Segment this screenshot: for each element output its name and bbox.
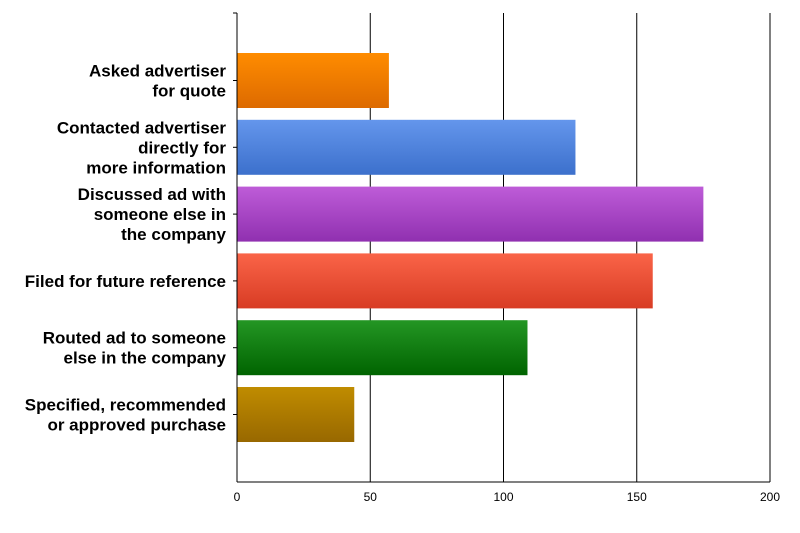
x-tick-label: 0	[234, 490, 241, 504]
bar	[237, 320, 528, 376]
x-tick-label: 200	[760, 490, 780, 504]
bar	[237, 253, 653, 309]
x-tick-label: 100	[493, 490, 513, 504]
category-label: Contacted advertiser directly for more inf…	[57, 118, 227, 177]
category-label: Asked advertiser for quote	[89, 62, 226, 101]
category-label: Specified, recommended or approved purcha…	[25, 396, 226, 435]
tick-labels: 0 50 100 150 200	[234, 490, 781, 504]
axes	[233, 12, 770, 483]
bar	[237, 53, 389, 108]
category-label: Filed for future reference	[25, 272, 226, 291]
category-labels: Asked advertiser for quote Contacted adver…	[25, 62, 227, 435]
bars	[237, 53, 704, 442]
gridlines	[369, 13, 771, 482]
bar	[237, 186, 704, 242]
category-label: Discussed ad with someone else in the comp…	[78, 185, 227, 244]
x-tick-label: 50	[364, 490, 378, 504]
bar	[237, 387, 355, 442]
category-label: Routed ad to someone else in the company	[43, 329, 227, 368]
bar	[237, 119, 576, 175]
x-tick-label: 150	[627, 490, 647, 504]
